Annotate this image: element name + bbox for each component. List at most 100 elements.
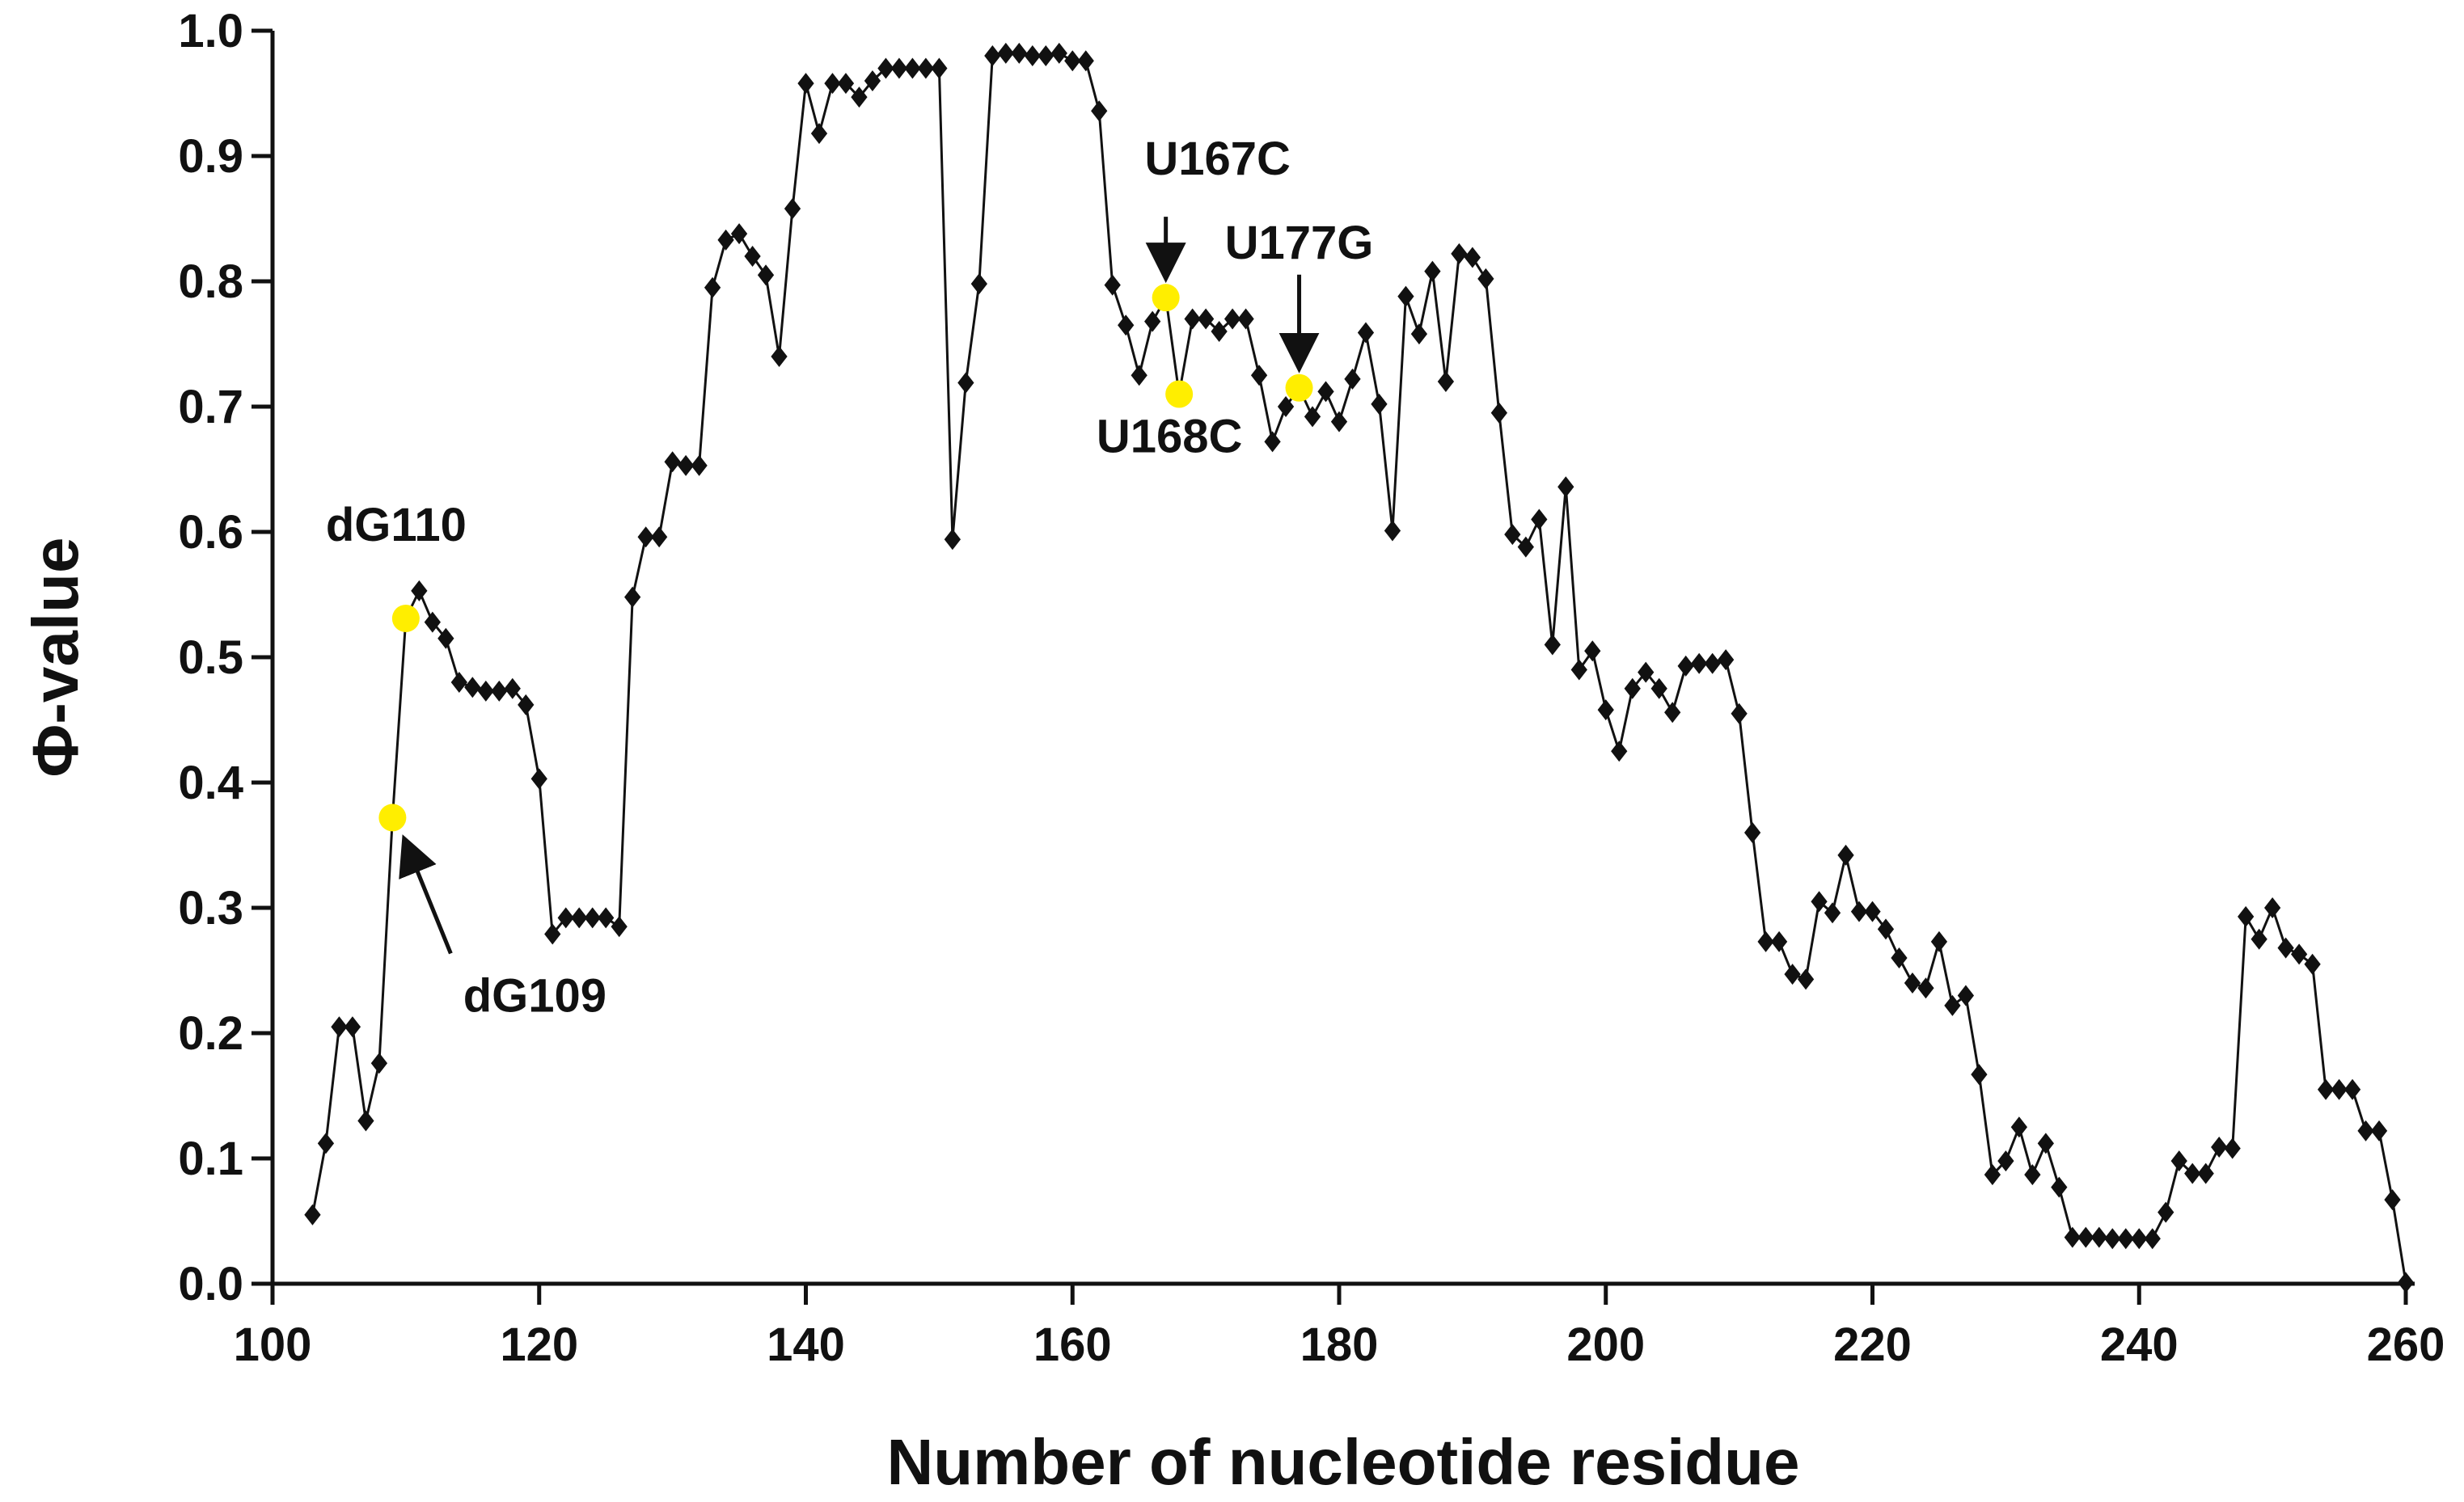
annotation-label: U167C — [1144, 133, 1291, 185]
y-tick-label: 0.5 — [178, 631, 243, 684]
data-point-marker — [1811, 891, 1828, 913]
data-point-marker — [1584, 640, 1601, 662]
y-axis-ticks: 0.0 0.1 0.2 0.3 0.4 0.5 0.6 0.7 0.8 0.9 1.0 — [178, 5, 273, 1310]
data-point-marker — [1131, 365, 1147, 386]
data-point-marker — [1011, 42, 1028, 64]
data-point-marker — [1944, 994, 1961, 1016]
y-tick-label: 0.3 — [178, 882, 243, 935]
data-point-marker — [1437, 371, 1455, 392]
data-point-marker — [810, 123, 828, 145]
y-axis-title: Φ-value — [19, 538, 91, 778]
y-tick-label: 1.0 — [178, 5, 243, 57]
data-point-marker — [1557, 476, 1574, 498]
y-tick-label: 0.0 — [178, 1258, 243, 1310]
y-tick-label: 0.6 — [178, 506, 243, 559]
data-point-marker — [1250, 365, 1268, 386]
data-point-marker — [1731, 702, 1748, 724]
data-point-marker — [2370, 1120, 2388, 1141]
data-point-marker — [984, 45, 1001, 66]
data-point-marker — [1224, 308, 1241, 330]
data-point-marker — [1424, 260, 1441, 282]
data-point-marker — [2397, 1272, 2415, 1293]
data-point-marker — [1237, 308, 1254, 330]
data-point-marker — [1410, 323, 1428, 345]
annotation-label: U168C — [1097, 411, 1243, 463]
data-point-marker — [2344, 1078, 2361, 1100]
data-point-marker — [1597, 699, 1614, 721]
data-point-marker — [970, 273, 987, 295]
data-point-marker — [1118, 314, 1135, 336]
data-point-marker — [2051, 1176, 2068, 1198]
data-point-marker — [1104, 274, 1121, 296]
data-point-marker — [1531, 508, 1548, 530]
data-point-marker — [1570, 659, 1587, 681]
data-point-marker — [1850, 901, 1868, 922]
data-point-marker — [1091, 100, 1108, 122]
data-point-marker — [450, 672, 467, 693]
data-point-marker — [2117, 1228, 2134, 1250]
series-layer — [304, 42, 2415, 1293]
data-point-marker — [2290, 943, 2308, 965]
data-point-marker — [1504, 524, 1521, 546]
data-point-marker — [757, 264, 775, 286]
data-point-marker — [2384, 1189, 2401, 1211]
highlighted-point — [1285, 373, 1313, 402]
data-point-marker — [2263, 897, 2281, 918]
data-point-marker — [717, 229, 734, 251]
data-point-marker — [637, 526, 654, 548]
data-point-marker — [944, 529, 962, 551]
x-tick-label: 100 — [234, 1318, 312, 1371]
data-point-marker — [837, 73, 855, 95]
data-point-marker — [2158, 1201, 2174, 1223]
plot-area: 0.0 0.1 0.2 0.3 0.4 0.5 0.6 0.7 0.8 0.9 1.0 100 120… — [178, 5, 2445, 1371]
data-point-marker — [1824, 902, 1841, 924]
data-point-marker — [1197, 308, 1215, 330]
data-point-marker — [1330, 411, 1348, 432]
data-point-marker — [797, 73, 814, 95]
data-point-marker — [598, 907, 615, 929]
data-point-marker — [931, 57, 948, 79]
highlighted-point — [1152, 284, 1180, 312]
y-tick-label: 0.1 — [178, 1133, 243, 1185]
annotation-label: U177G — [1225, 217, 1374, 269]
data-point-marker — [357, 1110, 374, 1132]
x-tick-label: 160 — [1033, 1318, 1112, 1371]
data-point-marker — [1317, 381, 1334, 403]
data-point-marker — [1024, 45, 1041, 66]
data-point-marker — [1077, 50, 1094, 72]
data-point-marker — [864, 70, 881, 91]
data-point-marker — [2064, 1226, 2081, 1248]
data-point-marker — [530, 768, 547, 790]
data-point-marker — [744, 246, 761, 267]
data-point-marker — [1997, 1150, 2014, 1172]
data-point-marker — [2184, 1162, 2201, 1184]
data-point-marker — [1357, 322, 1375, 344]
data-point-marker — [1638, 661, 1655, 683]
annotation-label: dG110 — [326, 499, 467, 551]
x-axis-title: Number of nucleotide residue — [886, 1426, 1799, 1498]
data-point-marker — [304, 1204, 321, 1226]
data-point-marker — [1211, 321, 1228, 342]
data-point-marker — [2304, 953, 2321, 975]
data-point-marker — [1544, 634, 1561, 656]
data-point-marker — [1971, 1064, 1988, 1086]
data-point-marker — [691, 454, 708, 476]
data-point-marker — [1837, 844, 1854, 866]
data-point-marker — [2197, 1162, 2214, 1184]
data-point-marker — [317, 1133, 335, 1154]
data-point-marker — [1891, 947, 1908, 968]
data-point-marker — [1477, 268, 1494, 289]
data-point-marker — [730, 223, 748, 245]
data-point-marker — [624, 586, 641, 608]
data-point-marker — [2077, 1226, 2094, 1248]
data-point-marker — [1611, 740, 1628, 762]
data-point-marker — [1464, 247, 1481, 268]
data-point-marker — [851, 86, 868, 108]
data-point-marker — [2277, 937, 2294, 959]
data-point-marker — [824, 73, 841, 95]
data-point-marker — [1050, 42, 1067, 64]
data-point-marker — [1877, 918, 1895, 940]
data-point-marker — [877, 57, 894, 79]
data-point-marker — [1650, 677, 1667, 699]
data-point-marker — [611, 916, 628, 938]
